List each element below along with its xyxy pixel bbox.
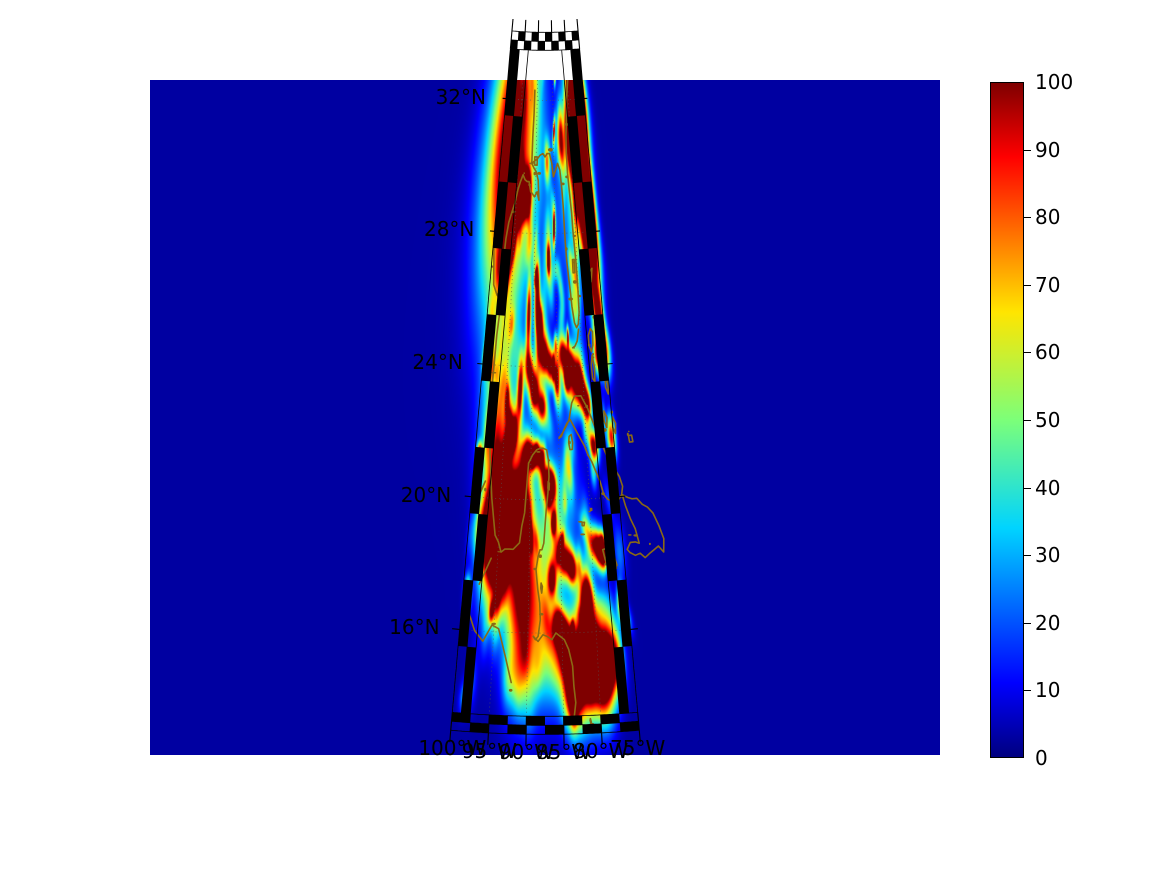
- lon-tick-label-75w: 75°W: [610, 736, 666, 761]
- colorbar-tick-label-40: 40: [1035, 475, 1061, 500]
- lon-tick-label-85w: 85°W: [535, 740, 592, 765]
- lon-tick-label-90w: 90°W: [498, 740, 555, 765]
- colorbar-tick-label-10: 10: [1035, 678, 1061, 703]
- lon-tick-label-95w: 95°W: [461, 738, 517, 763]
- map-clip-region: [150, 80, 940, 755]
- heatmap-raster: [150, 80, 940, 755]
- colorbar-tick-label-60: 60: [1035, 340, 1061, 365]
- colorbar-tick-mark-20: [1024, 622, 1031, 624]
- lon-tick-label-100w: 100°W: [418, 736, 487, 761]
- map-plot-area[interactable]: [150, 18, 940, 755]
- colorbar-tick-label-0: 0: [1035, 746, 1048, 770]
- colorbar-tick-mark-90: [1024, 149, 1031, 151]
- map-frame-border: [449, 18, 641, 747]
- colorbar-tick-mark-50: [1024, 420, 1031, 421]
- colorbar-tick-label-100: 100: [1035, 70, 1074, 94]
- colorbar-tick-mark-60: [1024, 352, 1031, 354]
- colorbar-tick-label-50: 50: [1035, 408, 1061, 432]
- lat-tick-label-20n: 20°N: [400, 482, 452, 507]
- colorbar-tick-label-70: 70: [1035, 272, 1061, 297]
- colorbar-tick-label-30: 30: [1035, 543, 1061, 568]
- lat-tick-label-28n: 28°N: [423, 217, 475, 242]
- colorbar[interactable]: 0 10 20 30 40 50 60 70 80 90 100: [990, 70, 1073, 770]
- colorbar-tick-mark-10: [1024, 690, 1031, 692]
- colorbar-gradient: [990, 82, 1024, 758]
- colorbar-tick-label-20: 20: [1035, 610, 1061, 635]
- colorbar-tick-label-90: 90: [1035, 137, 1061, 162]
- colorbar-tick-label-80: 80: [1035, 205, 1061, 230]
- colorbar-tick-mark-80: [1024, 217, 1031, 219]
- colorbar-tick-mark-30: [1024, 555, 1031, 557]
- colorbar-tick-mark-70: [1024, 284, 1031, 286]
- lat-tick-label-16n: 16°N: [389, 615, 440, 640]
- lon-tick-label-80w: 80°W: [573, 738, 629, 763]
- lat-tick-label-32n: 32°N: [435, 84, 486, 109]
- lat-tick-label-24n: 24°N: [412, 349, 463, 374]
- colorbar-tick-mark-40: [1024, 487, 1031, 489]
